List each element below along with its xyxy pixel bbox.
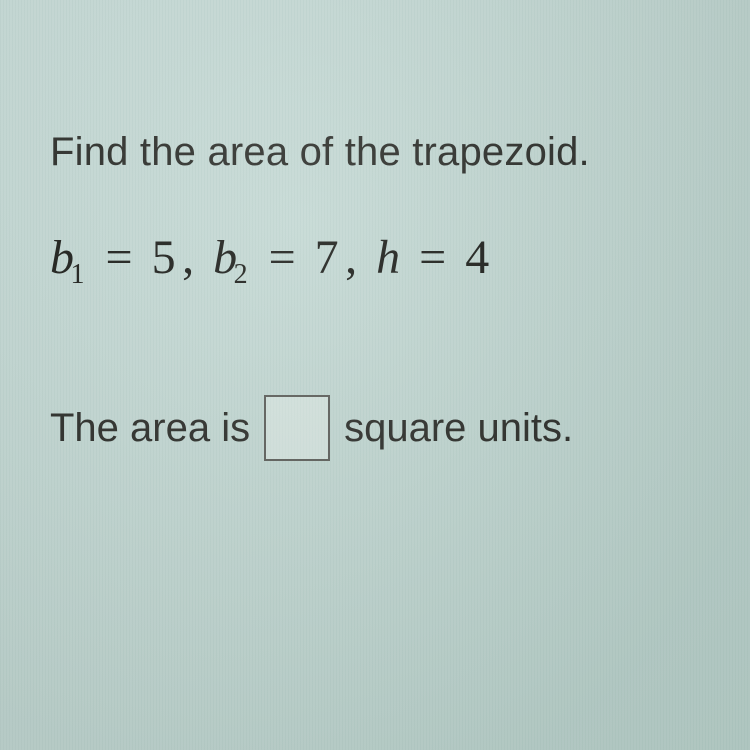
sub-2: 2 [234, 259, 249, 290]
given-values-equation: b1 = 5, b2 = 7, h = 4 [50, 230, 700, 285]
equals-3: = [419, 231, 447, 284]
equals-2: = [269, 231, 297, 284]
comma-2: , [345, 231, 358, 284]
answer-suffix: square units. [344, 406, 573, 451]
equals-1: = [106, 231, 134, 284]
answer-sentence: The area is square units. [50, 395, 700, 461]
answer-prefix: The area is [50, 406, 250, 451]
sub-1: 1 [71, 259, 86, 290]
answer-input-box[interactable] [264, 395, 330, 461]
val-b1: 5 [152, 231, 177, 284]
val-h: 4 [465, 231, 490, 284]
var-h: h [376, 231, 401, 284]
problem-container: Find the area of the trapezoid. b1 = 5, … [0, 0, 750, 461]
comma-1: , [182, 231, 195, 284]
problem-prompt: Find the area of the trapezoid. [50, 130, 700, 175]
val-b2: 7 [315, 231, 340, 284]
